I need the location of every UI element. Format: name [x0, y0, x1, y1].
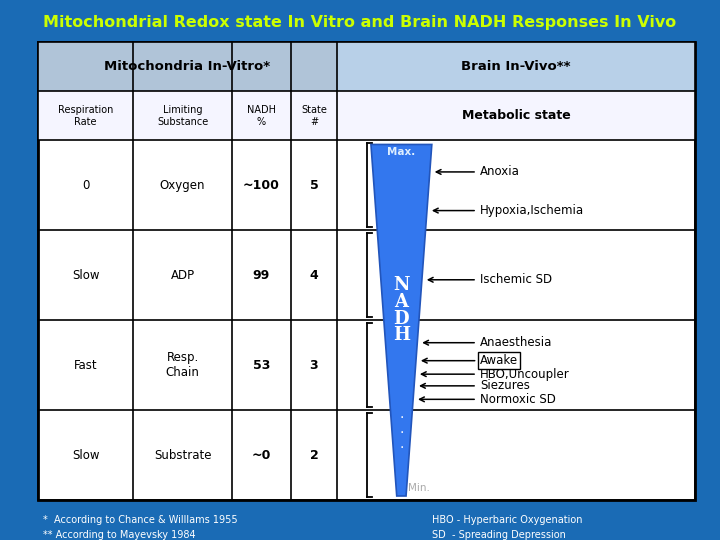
- Text: Slow: Slow: [72, 269, 99, 282]
- Text: HBO,Uncoupler: HBO,Uncoupler: [421, 368, 570, 381]
- Text: SD  - Spreading Depression: SD - Spreading Depression: [432, 530, 566, 540]
- Text: Substrate: Substrate: [154, 449, 211, 462]
- Text: Hypoxia,Ischemia: Hypoxia,Ischemia: [433, 204, 584, 217]
- Text: Mitochondrial Redox state In Vitro and Brain NADH Responses In Vivo: Mitochondrial Redox state In Vitro and B…: [43, 15, 677, 30]
- Text: Anaesthesia: Anaesthesia: [424, 336, 552, 349]
- Text: 4: 4: [310, 269, 318, 282]
- Text: 5: 5: [310, 179, 318, 192]
- Text: Mitochondria In-Vitro*: Mitochondria In-Vitro*: [104, 60, 271, 73]
- Text: Anoxia: Anoxia: [436, 165, 520, 178]
- Bar: [38, 91, 695, 140]
- Text: Fast: Fast: [74, 359, 97, 372]
- Text: ADP: ADP: [171, 269, 194, 282]
- Text: ~0: ~0: [252, 449, 271, 462]
- Text: NADH
%: NADH %: [247, 105, 276, 127]
- Text: 53: 53: [253, 359, 270, 372]
- Text: Resp.
Chain: Resp. Chain: [166, 351, 199, 379]
- Text: 99: 99: [253, 269, 270, 282]
- Text: Awake: Awake: [423, 354, 518, 367]
- Text: Metabolic state: Metabolic state: [462, 110, 570, 123]
- Text: ** According to Mayevsky 1984: ** According to Mayevsky 1984: [43, 530, 196, 540]
- Text: Limiting
Substance: Limiting Substance: [157, 105, 208, 127]
- Text: State
#: State #: [301, 105, 327, 127]
- Text: Oxygen: Oxygen: [160, 179, 205, 192]
- Bar: [38, 42, 337, 91]
- Text: 3: 3: [310, 359, 318, 372]
- Text: Slow: Slow: [72, 449, 99, 462]
- Text: Brain In-Vivo**: Brain In-Vivo**: [462, 60, 571, 73]
- Text: 0: 0: [82, 179, 89, 192]
- Bar: [38, 42, 695, 500]
- Text: ~100: ~100: [243, 179, 280, 192]
- Text: Siezures: Siezures: [420, 379, 530, 393]
- Bar: [337, 42, 695, 91]
- Text: ·
·
·: · · ·: [399, 410, 404, 455]
- Text: HBO - Hyperbaric Oxygenation: HBO - Hyperbaric Oxygenation: [432, 515, 582, 525]
- Text: N
A
D
H: N A D H: [393, 276, 410, 344]
- Polygon shape: [371, 145, 432, 496]
- Text: *  According to Chance & Willlams 1955: * According to Chance & Willlams 1955: [43, 515, 238, 525]
- Text: Respiration
Rate: Respiration Rate: [58, 105, 113, 127]
- Text: 2: 2: [310, 449, 318, 462]
- Text: Normoxic SD: Normoxic SD: [420, 393, 556, 406]
- Text: Min.: Min.: [408, 483, 431, 493]
- Text: Max.: Max.: [387, 147, 415, 158]
- Text: Ischemic SD: Ischemic SD: [428, 273, 552, 286]
